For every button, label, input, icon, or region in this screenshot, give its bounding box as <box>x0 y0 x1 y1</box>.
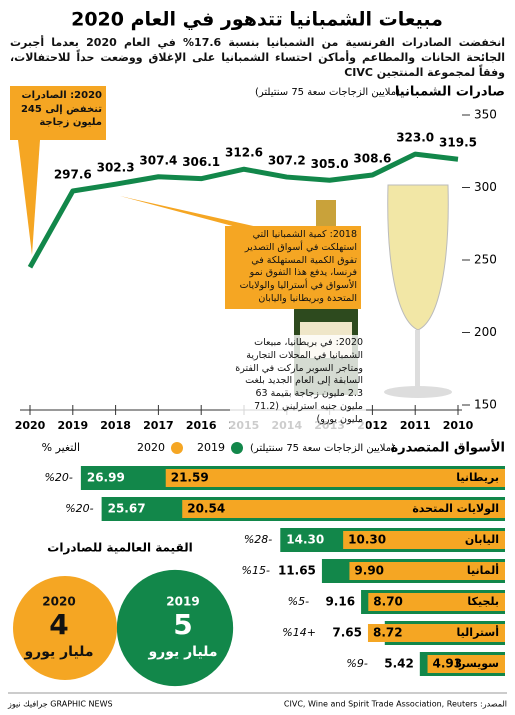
value-label: 302.3 <box>97 161 135 175</box>
value-label: 9.16 <box>325 595 355 609</box>
change-label: %14+ <box>282 626 316 639</box>
venn-year: 2020 <box>42 595 75 609</box>
glass <box>384 184 452 398</box>
venn-title: القيمة العالمية للصادرات <box>47 541 192 555</box>
venn-unit: مليار يورو <box>23 644 93 660</box>
category-label: أستراليا <box>457 625 499 639</box>
value-label: 307.4 <box>139 153 177 167</box>
category-label: بلجيكا <box>467 595 499 608</box>
callout: 2018: كمية الشمبانيا التي استهلكت في أسو… <box>225 226 361 309</box>
value-label: 26.99 <box>87 471 125 485</box>
venn-circle <box>13 576 117 680</box>
change-label: %9- <box>346 657 367 670</box>
value-label: 7.65 <box>332 626 362 640</box>
value-label: 5.42 <box>384 657 414 671</box>
bar-2020 <box>165 469 505 487</box>
value-label: 297.6 <box>54 167 92 181</box>
change-label: %20- <box>44 471 72 484</box>
venn-value: 4 <box>49 608 68 641</box>
legend-label: 2020 <box>137 441 165 454</box>
callout: 2020: الصادرات تنخفض إلى 245 مليون زجاجة <box>10 86 106 140</box>
value-label: 10.30 <box>348 533 386 547</box>
y-tick-label: 300 <box>474 180 497 194</box>
legend-swatch <box>231 442 243 454</box>
x-tick-label: 2019 <box>57 419 88 432</box>
y-tick-label: 250 <box>474 253 497 267</box>
value-label: 11.65 <box>278 564 316 578</box>
callout-pointer <box>120 196 262 228</box>
section-title: صادرات الشمبانيا <box>395 85 505 100</box>
value-label: 312.6 <box>225 146 263 160</box>
y-tick-label: 200 <box>474 325 497 339</box>
value-label: 8.72 <box>373 626 403 640</box>
legend-label: التغير % <box>42 441 80 454</box>
category-label: اليابان <box>465 533 499 546</box>
callout-pointer <box>18 140 40 255</box>
value-label: 307.2 <box>268 154 306 168</box>
title: مبيعات الشمبانيا تتدهور في العام 2020 <box>71 9 443 31</box>
source: المصدر: CIVC, Wine and Spirit Trade Asso… <box>284 700 507 709</box>
bar-2020 <box>367 624 505 642</box>
category-label: سويسرا <box>455 657 499 670</box>
value-label: 14.30 <box>286 533 324 547</box>
value-label: 20.54 <box>187 502 225 516</box>
value-label: 306.1 <box>182 155 220 169</box>
venn-unit: مليار يورو <box>147 644 217 660</box>
x-tick-label: 2017 <box>143 419 174 432</box>
bar-2020 <box>427 655 505 673</box>
value-label: 25.67 <box>108 502 146 516</box>
bar-2020 <box>182 500 505 518</box>
change-label: %28- <box>244 533 272 546</box>
bar-2020 <box>368 593 505 611</box>
value-label: 4.93 <box>433 657 463 671</box>
credit: جرافيك نيوز GRAPHIC NEWS <box>7 700 113 709</box>
value-label: 323.0 <box>396 131 434 145</box>
category-label: بريطانيا <box>456 471 499 484</box>
subtitle: انخفضت الصادرات الفرنسية من الشمبانيا بن… <box>10 36 505 79</box>
value-label: 319.5 <box>439 136 477 150</box>
value-label: 21.59 <box>171 471 209 485</box>
value-label: 8.70 <box>373 595 403 609</box>
value-label: 305.0 <box>311 157 349 171</box>
bar-2020 <box>343 531 505 549</box>
venn-circle <box>116 569 234 687</box>
x-tick-label: 2016 <box>186 419 217 432</box>
x-tick-label: 2011 <box>400 419 431 432</box>
section-subtitle: (ملايين الزجاجات سعة 75 سنتيلتر) <box>255 87 400 98</box>
venn-value: 5 <box>173 608 192 641</box>
change-label: %5- <box>288 595 309 608</box>
category-label: ألمانيا <box>467 563 499 577</box>
value-label: 9.90 <box>354 564 384 578</box>
legend-swatch <box>171 442 183 454</box>
x-tick-label: 2020 <box>15 419 46 432</box>
bar-2020 <box>349 562 505 580</box>
venn-year: 2019 <box>166 595 199 609</box>
section-subtitle: (ملايين الزجاجات سعة 75 سنتيلتر) <box>250 443 395 454</box>
category-label: الولايات المتحدة <box>412 502 499 515</box>
x-tick-label: 2018 <box>100 419 131 432</box>
line <box>27 151 459 269</box>
y-tick-label: 150 <box>474 398 497 412</box>
section-title: الأسواق المتصدرة <box>390 439 505 456</box>
value-label: 308.6 <box>353 152 391 166</box>
x-tick-label: 2010 <box>443 419 474 432</box>
y-tick-label: 350 <box>474 108 497 122</box>
change-label: %20- <box>65 502 93 515</box>
change-label: %15- <box>242 564 270 577</box>
legend-label: 2019 <box>197 441 225 454</box>
callout: 2020: في بريطانيا، مبيعات الشمبانيا في ا… <box>230 335 366 429</box>
